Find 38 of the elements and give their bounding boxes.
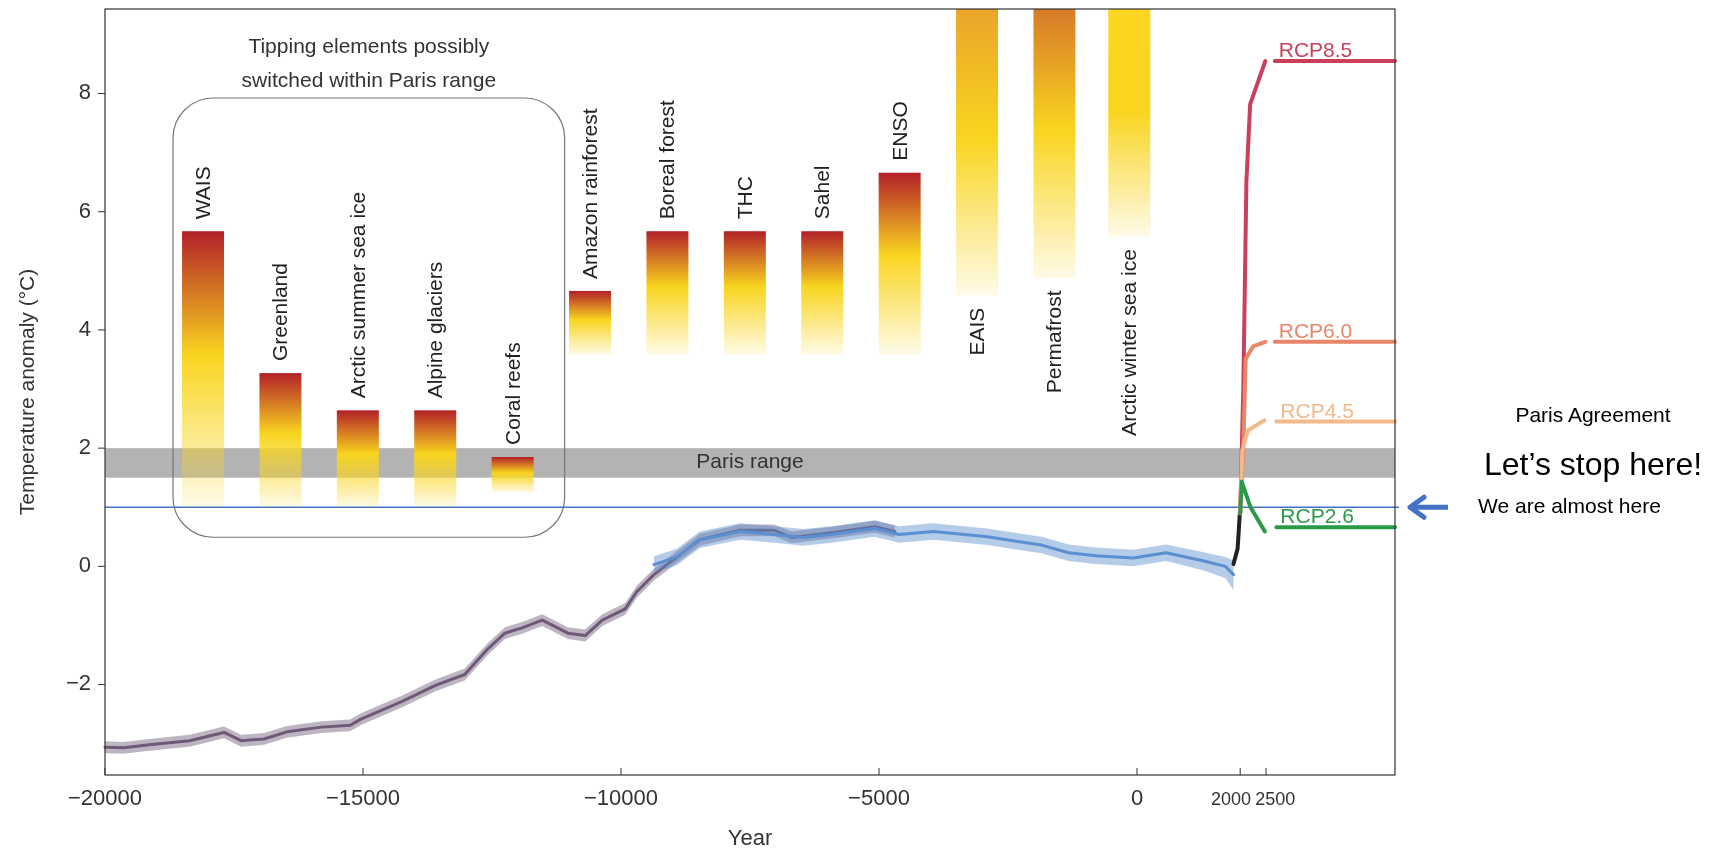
annotation: WAIS bbox=[191, 166, 215, 220]
annotation: ENSO bbox=[887, 101, 911, 161]
annotation: Permafrost bbox=[1042, 290, 1066, 394]
text: We are almost here bbox=[1478, 493, 1661, 517]
series-label: RCP4.5 bbox=[1280, 398, 1354, 422]
annotation: Arctic summer sea ice bbox=[345, 191, 369, 399]
y-tick-label: 0 bbox=[78, 552, 91, 578]
x-tick-label: −15000 bbox=[325, 785, 401, 810]
series-label: RCP2.6 bbox=[1280, 504, 1354, 528]
x-tick-label: 2000 bbox=[1210, 789, 1251, 809]
y-tick-label: 4 bbox=[78, 315, 91, 341]
x-tick-label: 2500 bbox=[1255, 789, 1296, 809]
y-tick-label: 6 bbox=[78, 197, 91, 223]
annotation: Boreal forest bbox=[655, 100, 679, 220]
x-tick-label: 0 bbox=[1130, 785, 1144, 810]
annotation: Coral reefs bbox=[500, 342, 524, 446]
text: Let’s stop here! bbox=[1483, 446, 1703, 483]
x-tick-label: −20000 bbox=[67, 785, 143, 810]
x-axis-title: Year bbox=[727, 825, 773, 850]
x-tick-label: −5000 bbox=[848, 785, 910, 810]
y-tick-label: 8 bbox=[78, 79, 91, 105]
x-tick-label: −10000 bbox=[583, 785, 659, 810]
annotation: Tipping elements possibly switched within Paris range bbox=[241, 34, 497, 91]
y-axis-title: Temperature anomaly (°C) bbox=[15, 268, 38, 516]
y-tick-label: −2 bbox=[65, 670, 91, 696]
series-label: RCP6.0 bbox=[1278, 318, 1353, 342]
annotation: THC bbox=[732, 176, 756, 220]
series-label: RCP8.5 bbox=[1278, 38, 1353, 62]
line-series bbox=[652, 527, 1235, 577]
annotation: Alpine glaciers bbox=[423, 261, 447, 399]
text: Paris Agreement bbox=[1515, 403, 1671, 427]
annotation: Greenland bbox=[268, 263, 292, 362]
y-tick-label: 2 bbox=[78, 433, 91, 459]
annotation: EAIS bbox=[965, 307, 989, 356]
annotation: Amazon rainforest bbox=[578, 108, 602, 279]
annotation: Arctic winter sea ice bbox=[1117, 249, 1141, 436]
band-label: Paris range bbox=[696, 449, 804, 473]
annotation: Sahel bbox=[810, 165, 834, 220]
